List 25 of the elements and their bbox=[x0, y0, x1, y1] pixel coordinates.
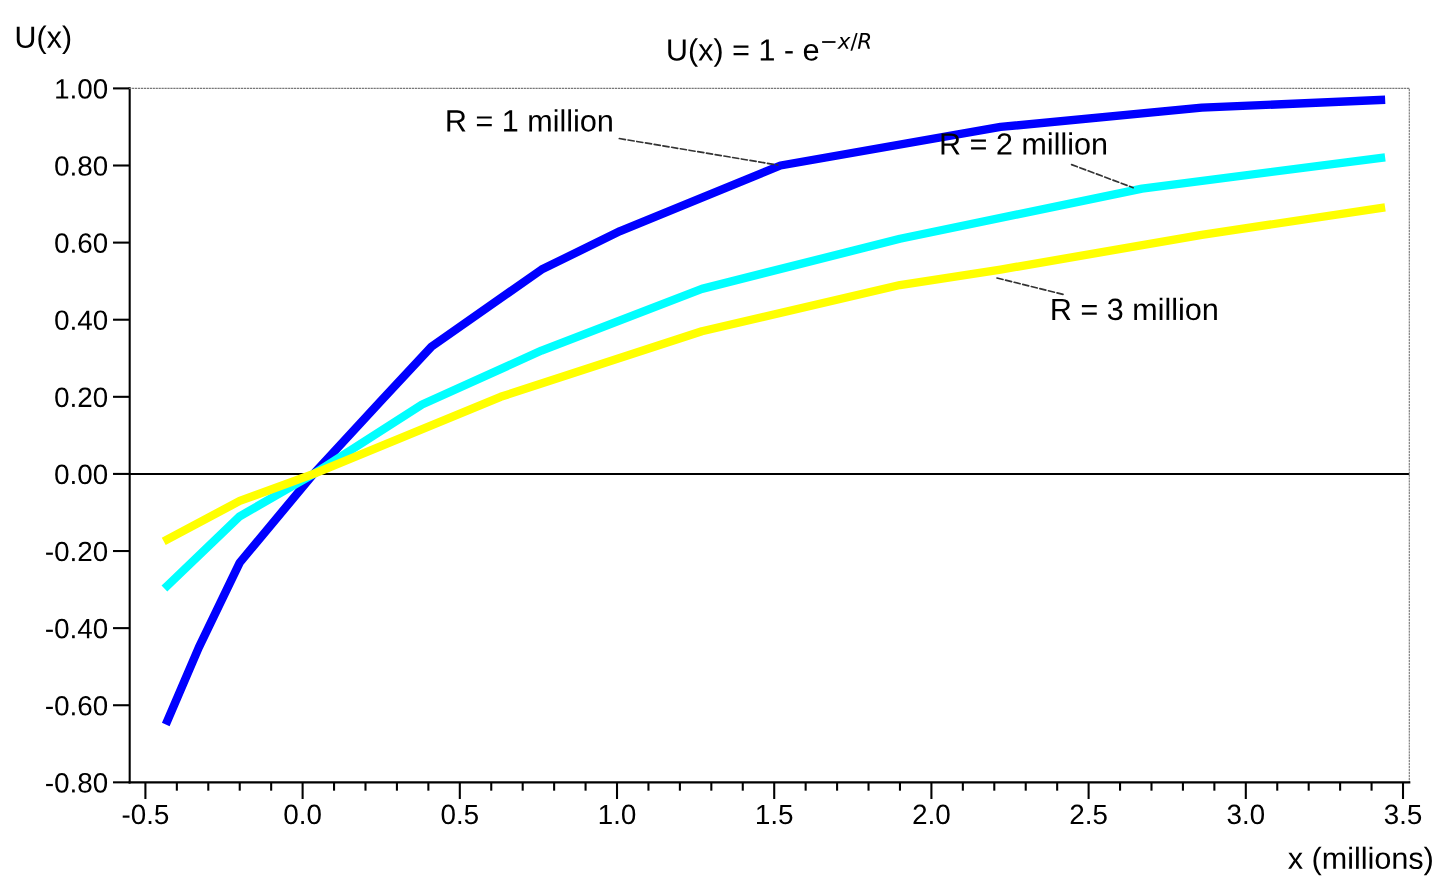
y-tick-label: 0.20 bbox=[55, 387, 108, 408]
y-tick-label: -0.20 bbox=[46, 541, 108, 562]
y-tick-label: 0.60 bbox=[55, 233, 108, 253]
x-tick-label: 3.0 bbox=[1227, 804, 1265, 825]
annotation: R = 2 million bbox=[941, 132, 1107, 155]
y-tick-label: 1.00 bbox=[56, 79, 108, 99]
x-tick-label: 3.5 bbox=[1384, 804, 1422, 825]
x-tick-label: -0.5 bbox=[122, 804, 169, 825]
y-tick-label: 0.40 bbox=[55, 310, 108, 331]
y-tick-label: -0.40 bbox=[46, 618, 108, 639]
x-tick-label: 1.0 bbox=[599, 804, 636, 825]
y-tick-label: -0.60 bbox=[46, 695, 108, 716]
x-tick-label: 1.5 bbox=[757, 804, 793, 825]
chart-title: U(x) = 1 - e$^{−x/R}$ bbox=[668, 33, 871, 67]
annotation: R = 3 million bbox=[1052, 297, 1217, 321]
y-tick-label: -0.80 bbox=[46, 773, 108, 793]
x-tick-label: 0.5 bbox=[441, 804, 478, 825]
x-tick-label: 2.5 bbox=[1070, 804, 1107, 825]
x-tick-label: 0.0 bbox=[284, 804, 321, 825]
y-tick-label: 0.80 bbox=[55, 156, 108, 176]
y-axis-title: U(x) bbox=[16, 25, 71, 55]
annotation: R = 1 million bbox=[447, 109, 612, 132]
x-tick-label: 2.0 bbox=[913, 804, 950, 825]
y-tick-label: 0.00 bbox=[55, 464, 108, 485]
x-axis-title: x (millions) bbox=[1288, 846, 1432, 876]
